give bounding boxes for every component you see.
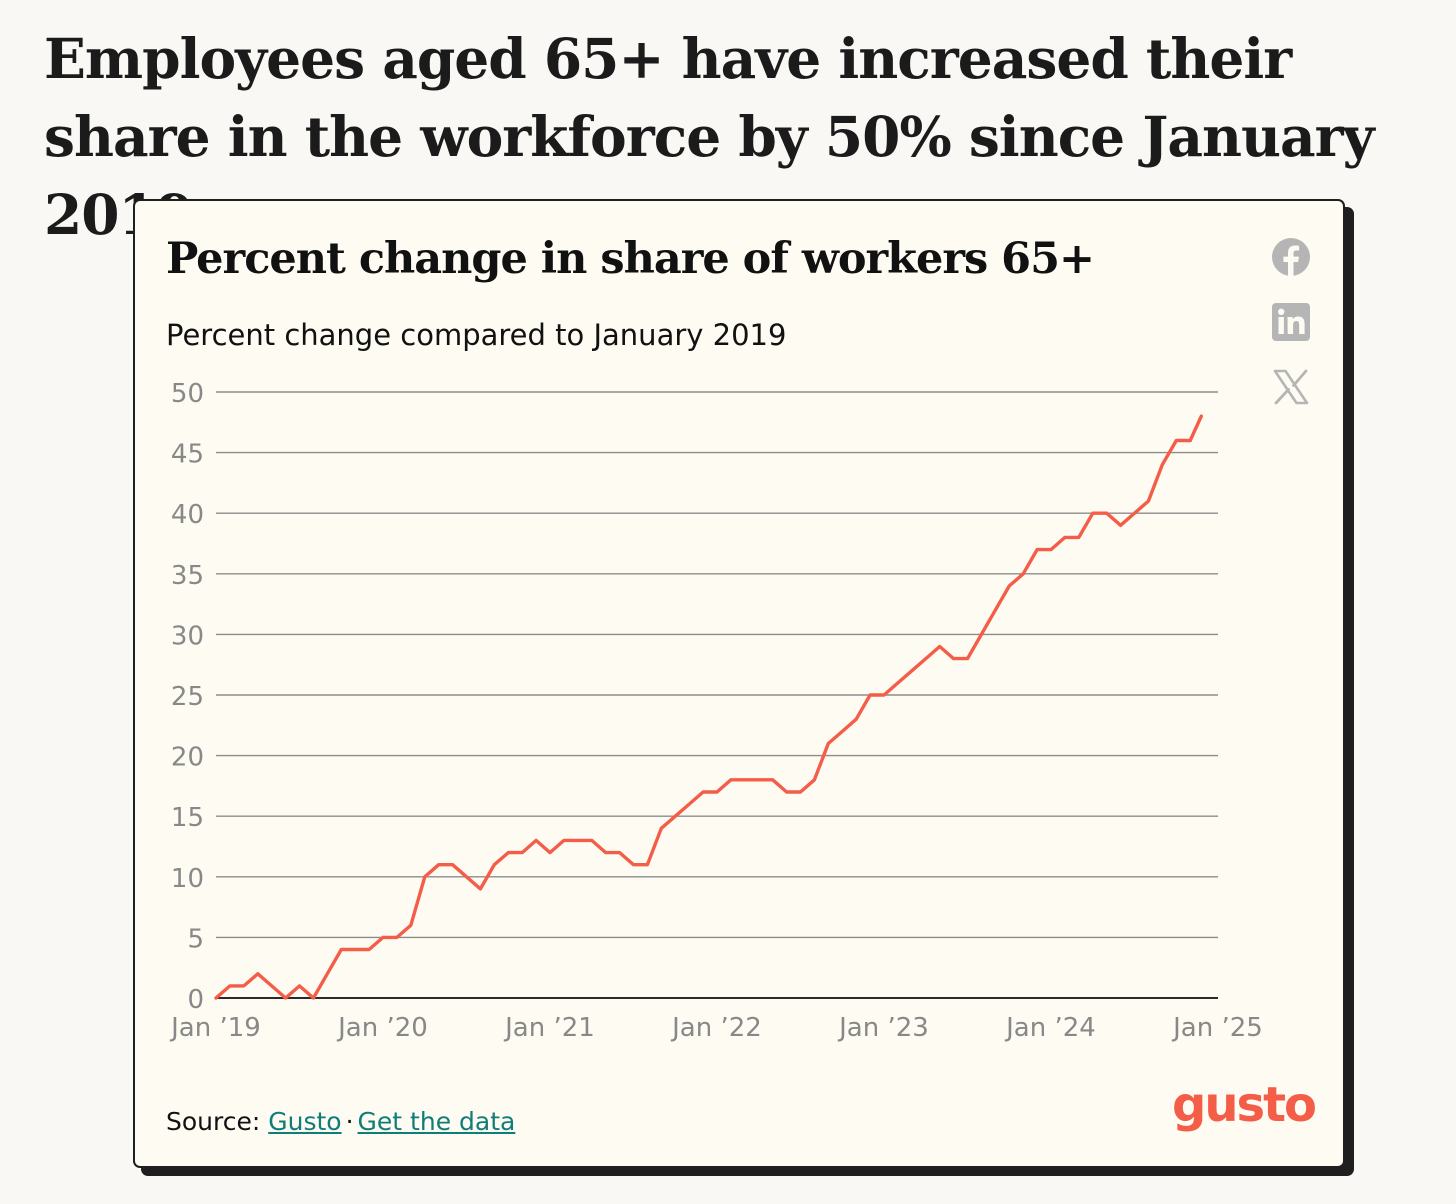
y-tick-label: 45	[171, 440, 204, 470]
y-tick-label: 30	[171, 621, 204, 651]
x-tick-label: Jan ’22	[670, 1013, 762, 1043]
x-tick-label: Jan ’21	[503, 1013, 595, 1043]
x-tick-label: Jan ’23	[837, 1013, 929, 1043]
series-layer	[214, 414, 1204, 1000]
facebook-icon	[1272, 238, 1310, 276]
source-link[interactable]: Gusto	[268, 1107, 342, 1136]
y-tick-label: 40	[171, 500, 204, 530]
series-line	[214, 438, 1192, 1000]
source-label: Source:	[166, 1107, 261, 1136]
gusto-logo: gusto	[1171, 1077, 1317, 1133]
x-axis: Jan ’19 Jan ’20 Jan ’21 Jan ’22 Jan ’23 Jan ’…	[169, 1013, 1263, 1043]
chart-footer: Source: Gusto · Get the data	[166, 1105, 515, 1139]
y-tick-label: 35	[171, 561, 204, 591]
series-line-latest	[1188, 414, 1204, 443]
y-tick-label: 10	[171, 864, 204, 894]
linkedin-icon	[1272, 303, 1310, 341]
y-tick-label: 20	[171, 743, 204, 773]
get-the-data-link[interactable]: Get the data	[357, 1107, 516, 1136]
chart-subtitle: Percent change compared to January 2019	[166, 318, 787, 352]
page-headline: Employees aged 65+ have increased their …	[44, 26, 1375, 247]
grid-layer	[216, 391, 1218, 999]
y-tick-label: 25	[171, 682, 204, 712]
share-x-button[interactable]	[1271, 367, 1311, 407]
x-icon	[1273, 369, 1309, 405]
share-linkedin-button[interactable]	[1271, 302, 1311, 342]
y-tick-label: 50	[171, 379, 204, 409]
x-tick-label: Jan ’19	[169, 1013, 261, 1043]
x-tick-label: Jan ’24	[1004, 1013, 1096, 1043]
chart-card: Percent change in share of workers 65+ P…	[133, 199, 1345, 1168]
y-tick-label: 0	[187, 985, 204, 1015]
x-tick-label: Jan ’20	[336, 1013, 428, 1043]
x-tick-label: Jan ’25	[1171, 1013, 1263, 1043]
share-facebook-button[interactable]	[1271, 237, 1311, 277]
chart-title: Percent change in share of workers 65+	[166, 234, 1095, 284]
y-tick-label: 5	[187, 924, 204, 954]
y-tick-label: 15	[171, 803, 204, 833]
footer-separator: ·	[345, 1107, 354, 1136]
y-axis: 0 5 10 15 20 25 30 35 40 45 50	[171, 379, 204, 1015]
